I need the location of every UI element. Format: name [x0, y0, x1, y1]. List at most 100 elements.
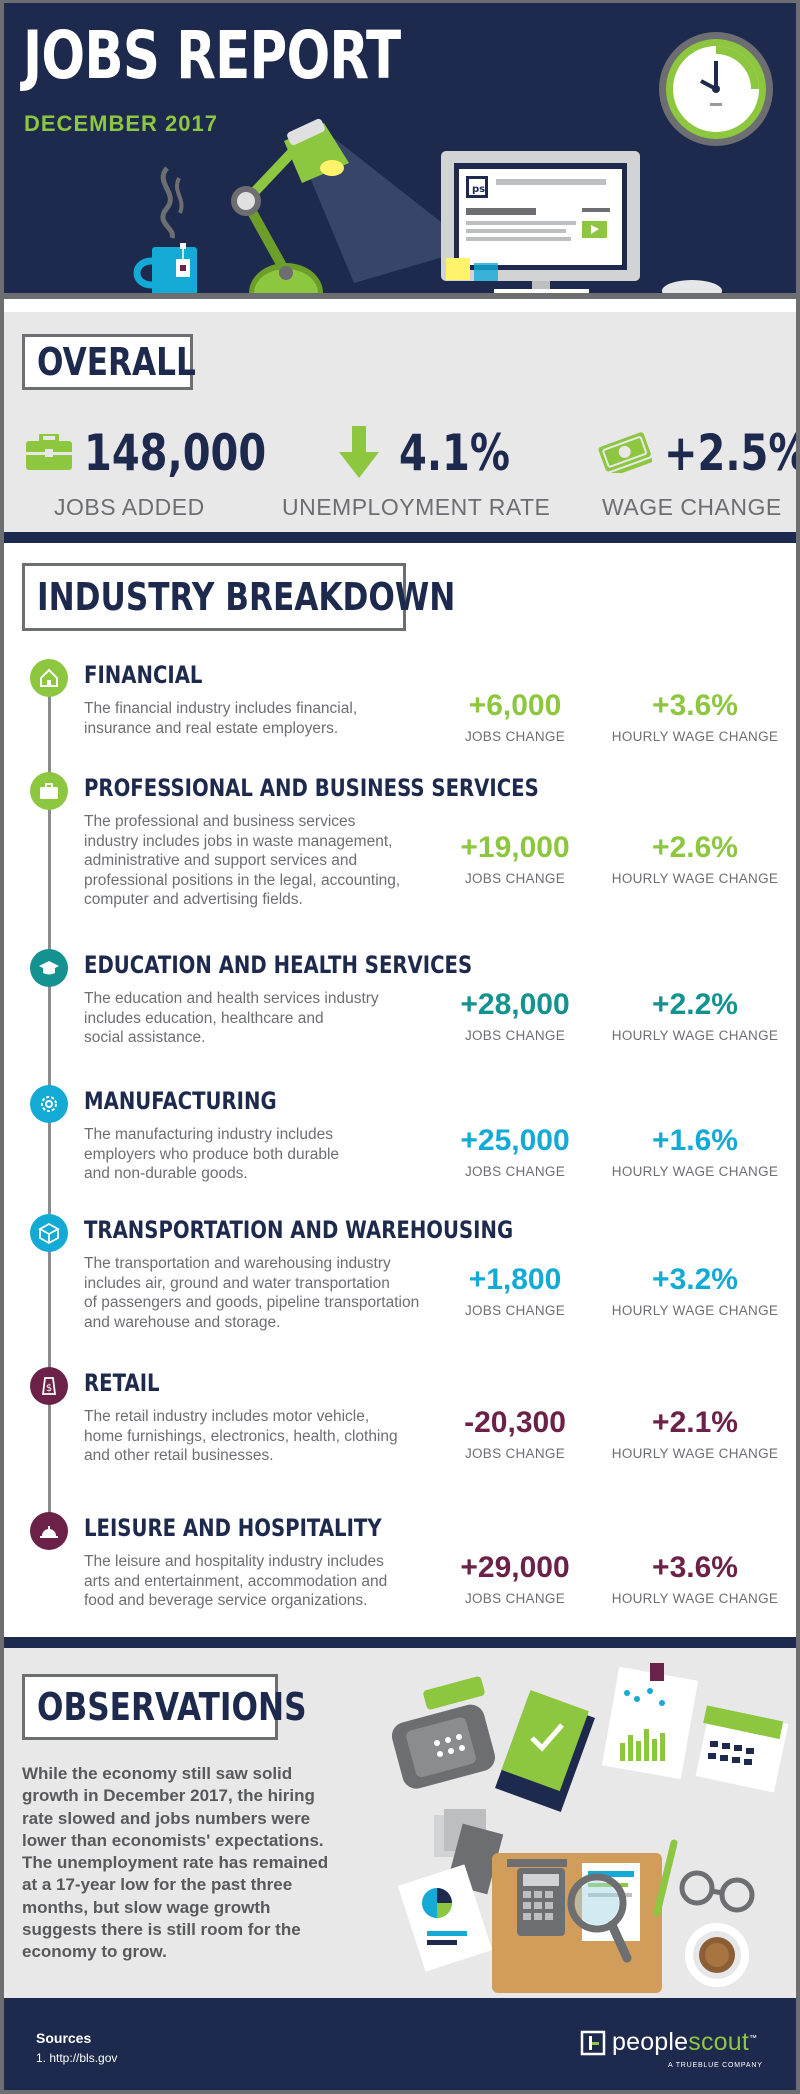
wage-change-label: HOURLY WAGE CHANGE — [611, 1591, 779, 1606]
mug-icon — [133, 243, 197, 295]
wage-change-value: +3.6% — [652, 689, 738, 722]
industry-description: The professional and business services in… — [84, 812, 429, 910]
clock-icon — [659, 32, 773, 146]
industry-description: The retail industry includes motor vehic… — [84, 1407, 429, 1466]
jobs-change-value: +19,000 — [460, 831, 570, 864]
down-arrow-icon — [339, 426, 379, 478]
overall-heading: OVERALL — [22, 334, 196, 390]
briefcase-icon — [30, 772, 68, 810]
industry-description: The education and health services indust… — [84, 989, 429, 1048]
description-line: The professional and business services — [84, 813, 356, 830]
description-line: The financial industry includes financia… — [84, 700, 358, 717]
description-line: administrative and support services and — [84, 852, 358, 869]
jobs-change-value: +28,000 — [460, 988, 570, 1021]
header-banner: JOBS REPORT DECEMBER 2017 — [4, 3, 796, 299]
page-subtitle: DECEMBER 2017 — [24, 111, 218, 136]
peoplescout-logo-icon — [580, 2030, 606, 2055]
office-supplies-illustration — [392, 1663, 789, 1993]
industry-title-retail: RETAIL — [84, 1369, 160, 1397]
description-line: social assistance. — [84, 1029, 206, 1046]
box-icon — [30, 1214, 68, 1252]
description-line: arts and entertainment, accommodation an… — [84, 1572, 388, 1590]
peoplescout-logo: peoplescout™ — [580, 2028, 757, 2057]
folder-icon — [495, 1689, 595, 1812]
jobs-change-value: +6,000 — [468, 689, 562, 722]
description-line: of passengers and goods, pipeline transp… — [84, 1294, 420, 1311]
logo-wordmark: peoplescout™ — [612, 2028, 758, 2056]
description-line: The retail industry includes motor vehic… — [84, 1408, 370, 1425]
glasses-icon — [679, 1870, 755, 1913]
coffee-cup-icon — [685, 1923, 749, 1987]
industry-title-manufacturing: MANUFACTURING — [84, 1087, 277, 1115]
jobs-change-value: -20,300 — [464, 1406, 566, 1439]
description-line: and non-durable goods. — [84, 1165, 248, 1182]
description-line: food and beverage service organizations. — [84, 1592, 368, 1609]
jobs-change-label: JOBS CHANGE — [464, 1028, 566, 1043]
sources-title: Sources — [36, 2030, 92, 2046]
svg-text:ps: ps — [472, 184, 485, 195]
calculator-icon — [517, 1868, 565, 1936]
wage-change-value: +3.2% — [652, 1263, 738, 1296]
money-icon — [596, 427, 654, 478]
source-link[interactable]: 1. http://bls.gov — [36, 2051, 118, 2065]
graduation-cap-icon — [30, 949, 68, 987]
industry-title-financial: FINANCIAL — [84, 661, 203, 689]
price-tag-icon: $ — [30, 1367, 68, 1405]
jobs-change-value: +25,000 — [460, 1124, 570, 1157]
description-line: computer and advertising fields. — [84, 891, 303, 908]
page-title: JOBS REPORT — [23, 17, 401, 94]
wage-change-label: HOURLY WAGE CHANGE — [611, 1446, 779, 1461]
description-line: employers who produce both durable — [84, 1145, 340, 1163]
wage-change-value: +2.5% — [664, 424, 800, 482]
jobs-change-label: JOBS CHANGE — [464, 1164, 566, 1179]
computer-monitor-icon: ps — [441, 151, 640, 295]
wage-change-value: +3.6% — [652, 1551, 738, 1584]
description-line: The manufacturing industry includes — [84, 1126, 333, 1143]
description-line: The education and health services indust… — [84, 990, 379, 1007]
jobs-change-value: +1,800 — [468, 1263, 562, 1296]
description-line: professional positions in the legal, acc… — [84, 871, 401, 889]
jobs-change-value: +29,000 — [460, 1551, 570, 1584]
industry-title-leisure-and-hospitality: LEISURE AND HOSPITALITY — [84, 1514, 382, 1542]
description-line: includes air, ground and water transport… — [84, 1274, 390, 1292]
magnifying-glass-icon — [567, 1873, 632, 1963]
observations-heading: OBSERVATIONS — [22, 1674, 307, 1740]
gear-icon — [30, 1085, 68, 1123]
wage-change-value: +2.2% — [652, 988, 738, 1021]
unemployment-rate-label: UNEMPLOYMENT RATE — [282, 494, 551, 520]
description-line: The leisure and hospitality industry inc… — [84, 1553, 384, 1570]
jobs-change-label: JOBS CHANGE — [464, 871, 566, 886]
wage-change-value: +2.6% — [652, 831, 738, 864]
pie-chart-paper-icon — [397, 1864, 493, 1972]
description-line: home furnishings, electronics, health, c… — [84, 1427, 398, 1445]
footer: Sources 1. http://bls.gov peoplescout™ A… — [4, 1998, 796, 2090]
divider-bar — [4, 532, 796, 543]
wage-change-value: +1.6% — [652, 1124, 738, 1157]
jobs-change-label: JOBS CHANGE — [464, 729, 566, 744]
wage-change-label: HOURLY WAGE CHANGE — [611, 1303, 779, 1318]
divider-bar — [4, 1637, 796, 1648]
industry-title-professional-and-business-services: PROFESSIONAL AND BUSINESS SERVICES — [84, 774, 539, 802]
svg-text:$: $ — [46, 1383, 52, 1394]
logo-tagline: A TRUEBLUE COMPANY — [668, 2062, 763, 2069]
industry-title-transportation-and-warehousing: TRANSPORTATION AND WAREHOUSING — [84, 1216, 514, 1244]
description-line: and other retail businesses. — [84, 1447, 274, 1464]
house-icon — [30, 659, 68, 697]
desk-lamp-icon — [231, 118, 349, 293]
service-bell-icon — [30, 1512, 68, 1550]
jobs-added-label: JOBS ADDED — [54, 494, 205, 520]
industry-description: The financial industry includes financia… — [84, 699, 429, 738]
industry-heading: INDUSTRY BREAKDOWN — [22, 563, 455, 631]
telephone-icon — [392, 1676, 495, 1789]
description-line: and warehouse and storage. — [84, 1313, 281, 1331]
wage-change-value: +2.1% — [652, 1406, 738, 1439]
wage-change-label: WAGE CHANGE — [602, 494, 782, 520]
industry-description: The leisure and hospitality industry inc… — [84, 1552, 429, 1611]
wage-change-label: HOURLY WAGE CHANGE — [611, 1164, 779, 1179]
wage-change-label: HOURLY WAGE CHANGE — [611, 729, 779, 744]
calendar-icon — [695, 1705, 789, 1793]
industry-description: The manufacturing industry includes emplo… — [84, 1125, 429, 1184]
wage-change-label: HOURLY WAGE CHANGE — [611, 871, 779, 886]
description-line: includes education, healthcare and — [84, 1009, 324, 1027]
